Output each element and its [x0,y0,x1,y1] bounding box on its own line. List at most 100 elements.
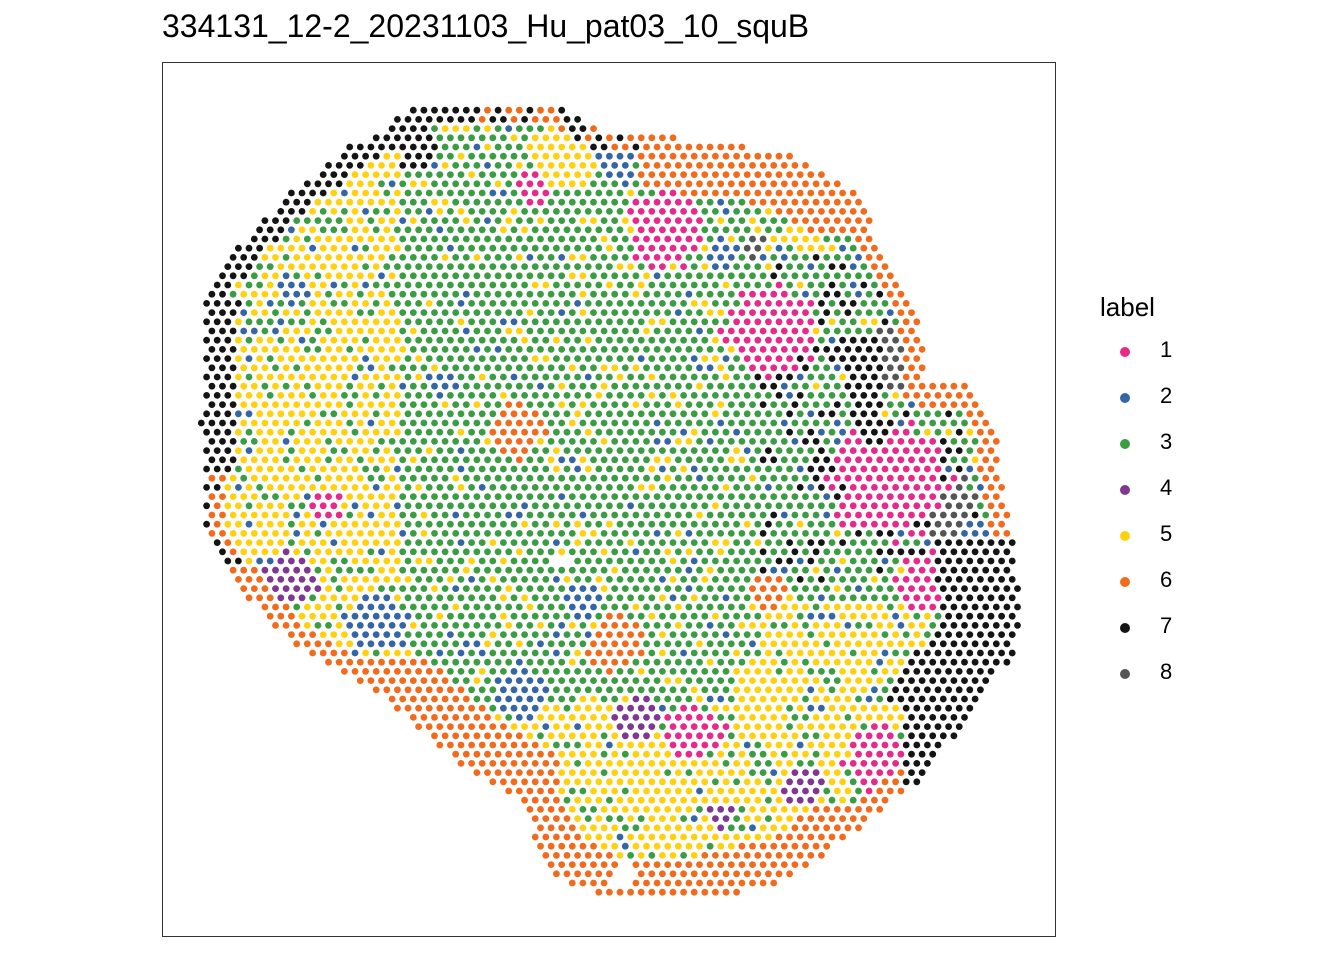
spot-label-6 [733,870,740,878]
spot-label-3 [500,576,507,583]
spot-label-3 [892,594,899,602]
spot-label-2 [303,290,311,298]
spot-label-3 [611,456,619,464]
spot-label-3 [722,300,730,307]
spot-label-2 [558,493,566,500]
spot-label-5 [770,824,778,832]
spot-label-7 [208,456,216,464]
spot-label-6 [690,189,698,197]
spot-label-3 [749,438,756,445]
spot-label-6 [770,585,778,592]
spot-label-5 [341,263,348,270]
spot-label-3 [468,686,475,694]
spot-label-3 [447,484,454,491]
spot-label-4 [786,796,793,804]
spot-label-7 [908,548,915,556]
spot-label-1 [717,327,725,335]
spot-label-6 [621,658,629,666]
spot-label-8 [743,244,751,252]
spot-label-5 [685,806,693,813]
spot-label-3 [574,392,581,399]
spot-label-2 [537,382,544,390]
spot-label-3 [918,419,926,427]
spot-label-3 [637,539,645,546]
spot-label-5 [362,557,369,565]
spot-label-5 [277,392,285,399]
spot-label-5 [558,162,566,169]
spot-label-1 [881,520,889,528]
spot-label-1 [897,750,905,758]
spot-label-3 [568,327,576,335]
spot-label-1 [690,244,698,252]
spot-label-3 [415,594,422,602]
spot-label-3 [431,438,438,445]
spot-label-2 [653,530,661,537]
spot-label-2 [664,438,672,445]
spot-label-3 [457,502,465,510]
spot-label-2 [706,622,714,629]
spot-label-3 [399,364,407,372]
spot-label-3 [701,428,709,436]
spot-label-5 [383,649,391,657]
spot-label-2 [351,373,359,381]
spot-label-5 [319,447,327,454]
spot-label-6 [568,879,576,887]
spot-label-7 [849,300,857,307]
spot-label-5 [341,502,348,510]
spot-label-5 [309,226,316,234]
spot-label-3 [441,419,449,427]
spot-label-3 [409,235,417,243]
spot-label-3 [595,410,603,418]
spot-label-3 [690,612,698,620]
spot-label-7 [913,704,921,712]
spot-label-3 [786,484,793,491]
spot-label-6 [743,171,751,178]
spot-label-5 [325,309,332,316]
spot-label-3 [325,622,332,629]
spot-label-7 [945,410,952,418]
spot-label-3 [478,152,486,160]
spot-label-3 [712,281,719,289]
spot-label-5 [743,704,751,712]
spot-label-2 [696,787,703,795]
spot-label-6 [690,152,698,160]
spot-label-6 [770,603,778,611]
spot-label-5 [356,346,364,353]
spot-label-3 [473,419,481,427]
spot-label-3 [839,318,846,326]
spot-label-5 [717,401,725,408]
spot-label-5 [627,760,634,767]
spot-label-7 [256,226,263,234]
spot-label-1 [780,290,788,298]
spot-label-5 [712,539,719,546]
spot-label-2 [712,263,719,270]
spot-label-1 [855,769,862,776]
spot-label-5 [383,373,391,381]
spot-label-3 [733,778,740,786]
spot-label-3 [457,594,465,602]
spot-label-3 [839,576,846,583]
spot-label-3 [489,300,497,307]
spot-label-3 [754,465,762,473]
spot-label-5 [330,318,338,326]
spot-label-7 [791,548,799,556]
spot-label-3 [664,290,672,298]
spot-label-7 [807,428,815,436]
spot-label-1 [876,511,884,519]
spot-label-3 [706,677,714,684]
spot-label-3 [664,585,672,592]
spot-label-5 [568,806,576,813]
spot-label-6 [871,796,878,804]
spot-label-5 [833,769,841,776]
spot-label-3 [372,208,380,215]
spot-label-6 [982,419,990,427]
spot-label-2 [356,622,364,629]
spot-label-5 [372,520,380,528]
spot-label-4 [648,704,656,712]
spot-label-7 [908,658,915,666]
spot-label-6 [510,447,518,454]
spot-label-5 [590,714,597,721]
spot-label-5 [812,695,820,703]
spot-label-6 [606,631,613,638]
spot-label-3 [473,438,481,445]
